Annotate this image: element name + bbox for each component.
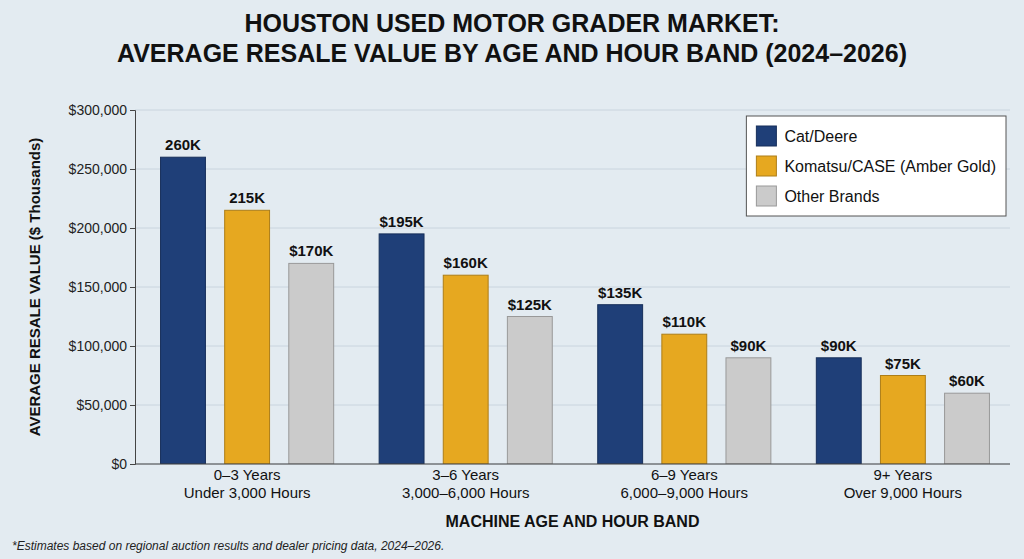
chart: HOUSTON USED MOTOR GRADER MARKET:AVERAGE… — [0, 0, 1024, 559]
tick-mark — [130, 405, 135, 406]
title: HOUSTON USED MOTOR GRADER MARKET:AVERAGE… — [117, 9, 907, 67]
y-axis: $0 $50,000 $100,000 $150,000 $200,000 $250,00… — [69, 102, 136, 472]
grid-line — [135, 464, 1010, 465]
legend-label: Komatsu/CASE (Amber Gold) — [784, 158, 996, 175]
data-label: $170K — [289, 242, 333, 259]
data-label: $135K — [598, 284, 642, 301]
x-axis: 0–3 YearsUnder 3,000 Hours 3–6 Years3,000… — [135, 464, 1010, 501]
bar — [379, 234, 424, 464]
data-label: $110K — [663, 313, 707, 330]
tick-mark — [130, 169, 135, 170]
y-tick: $150,000 — [69, 279, 135, 295]
x-tick: 9+ YearsOver 9,000 Hours — [844, 464, 962, 501]
bar — [161, 157, 206, 464]
y-tick: $300,000 — [69, 102, 135, 118]
data-label: $90K — [821, 337, 857, 354]
y-tick: $50,000 — [76, 397, 135, 413]
tick-label: $0 — [111, 456, 127, 472]
axis-line — [130, 111, 136, 465]
data-label: $60K — [949, 372, 985, 389]
legend-swatch — [756, 126, 776, 146]
x-tick: 6–9 Years6,000–9,000 Hours — [620, 464, 748, 501]
tick-label: $250,000 — [69, 161, 128, 177]
data-label: 215K — [229, 189, 265, 206]
legend-item: Other Brands — [756, 186, 879, 206]
y-tick: $100,000 — [69, 338, 135, 354]
legend-box — [746, 116, 1006, 216]
tick-label: $200,000 — [69, 220, 128, 236]
background — [0, 0, 1024, 559]
tick-mark — [130, 464, 135, 465]
bars — [161, 157, 990, 464]
bar — [289, 263, 334, 464]
data-label: $195K — [379, 213, 423, 230]
legend-swatch — [756, 186, 776, 206]
data-label: $125K — [508, 296, 552, 313]
bar — [598, 305, 643, 464]
tick-label: $50,000 — [76, 397, 127, 413]
legend-item: Cat/Deere — [756, 126, 857, 146]
footnote: *Estimates based on regional auction res… — [12, 539, 444, 553]
tick-label: $150,000 — [69, 279, 128, 295]
legend-label: Other Brands — [784, 188, 879, 205]
data-label: 260K — [165, 136, 201, 153]
tick-mark — [130, 228, 135, 229]
x-tick: 3–6 Years3,000–6,000 Hours — [402, 464, 530, 501]
tick-label: 9+ YearsOver 9,000 Hours — [844, 466, 962, 501]
y-axis-title: AVERAGE RESALE VALUE ($ Thousands) — [26, 138, 43, 437]
data-label: $160K — [444, 254, 488, 271]
grid-line — [135, 110, 1010, 111]
legend-label: Cat/Deere — [784, 128, 857, 145]
y-tick: $0 — [111, 456, 135, 472]
y-tick: $200,000 — [69, 220, 135, 236]
tick-mark — [130, 110, 135, 111]
bar — [507, 317, 552, 465]
tick-mark — [130, 287, 135, 288]
tick-label: $100,000 — [69, 338, 128, 354]
data-label: $75K — [885, 355, 921, 372]
data-label: $90K — [730, 337, 766, 354]
axis-line — [135, 464, 1010, 465]
legend: Cat/Deere Komatsu/CASE (Amber Gold) Other … — [746, 116, 1006, 216]
bar — [816, 358, 861, 464]
x-axis-title: MACHINE AGE AND HOUR BAND — [446, 513, 700, 530]
tick-label: 0–3 YearsUnder 3,000 Hours — [184, 466, 311, 501]
legend-swatch — [756, 156, 776, 176]
x-tick: 0–3 YearsUnder 3,000 Hours — [184, 464, 311, 501]
bar — [443, 275, 488, 464]
legend-item: Komatsu/CASE (Amber Gold) — [756, 156, 996, 176]
bar — [662, 334, 707, 464]
bar — [945, 393, 990, 464]
bar — [880, 376, 925, 465]
bar — [225, 210, 270, 464]
tick-label: 6–9 Years6,000–9,000 Hours — [620, 466, 748, 501]
tick-label: 3–6 Years3,000–6,000 Hours — [402, 466, 530, 501]
bar — [726, 358, 771, 464]
tick-mark — [130, 346, 135, 347]
grid — [135, 110, 1010, 464]
y-tick: $250,000 — [69, 161, 135, 177]
tick-label: $300,000 — [69, 102, 128, 118]
